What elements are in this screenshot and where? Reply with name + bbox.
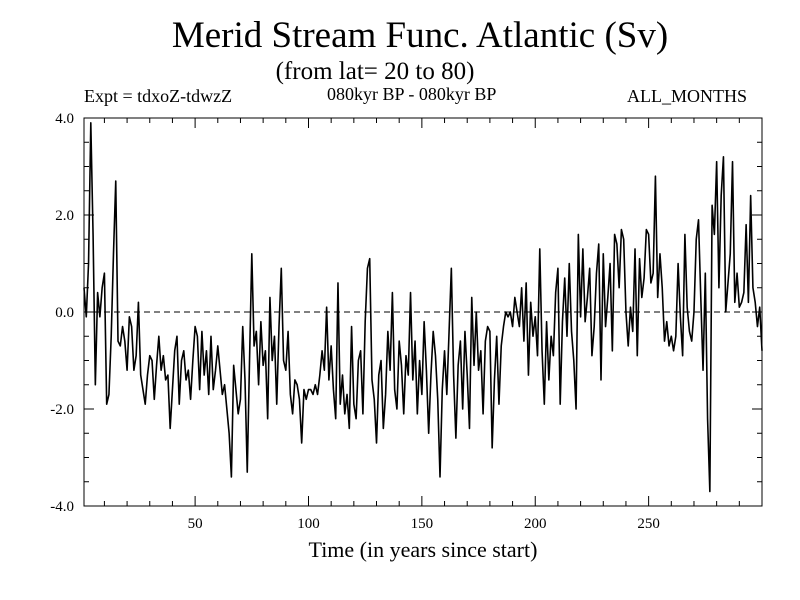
months-label: ALL_MONTHS xyxy=(627,86,747,106)
chart-title: Merid Stream Func. Atlantic (Sv) xyxy=(171,15,669,56)
x-axis-label: Time (in years since start) xyxy=(309,537,538,562)
chart-subtitle: (from lat= 20 to 80) xyxy=(275,58,475,85)
y-tick-label: 2.0 xyxy=(55,208,74,224)
x-tick-label: 250 xyxy=(637,516,660,532)
x-tick-label: 100 xyxy=(297,516,320,532)
y-tick-label: -4.0 xyxy=(50,499,74,515)
x-tick-label: 50 xyxy=(188,516,203,532)
x-tick-label: 200 xyxy=(524,516,547,532)
period-label: 080kyr BP - 080kyr BP xyxy=(327,84,497,104)
y-tick-label: 4.0 xyxy=(55,111,74,127)
experiment-label: Expt = tdxoZ-tdwzZ xyxy=(84,86,233,106)
series-line xyxy=(83,122,763,493)
x-tick-label: 150 xyxy=(411,516,434,532)
y-tick-label: 0.0 xyxy=(55,305,74,321)
y-tick-label: -2.0 xyxy=(50,402,74,418)
